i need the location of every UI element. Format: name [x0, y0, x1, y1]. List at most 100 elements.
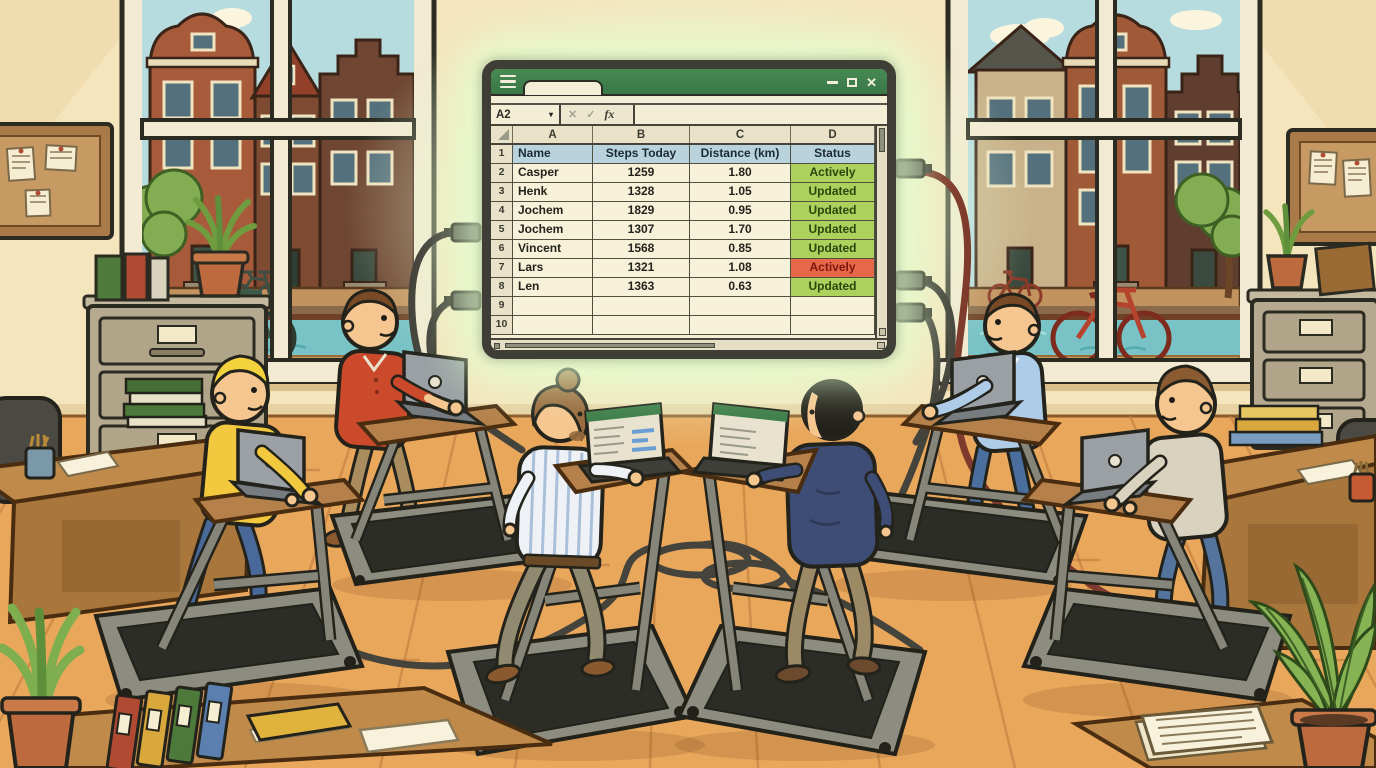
sheet-row-5: 5 Jochem 1307 1.70 Updated [491, 221, 875, 240]
cell-name-6[interactable]: Vincent [513, 240, 593, 259]
maximize-icon[interactable] [847, 78, 858, 87]
eye [381, 315, 387, 321]
cell-distance-5[interactable]: 1.70 [690, 221, 791, 240]
name-box[interactable]: A2 ▾ [491, 105, 561, 124]
cell-name-7[interactable]: Lars [513, 259, 593, 278]
sheet-row-9: 9 [491, 297, 875, 316]
paper-stack [358, 718, 460, 754]
cell-distance-2[interactable]: 1.80 [690, 164, 791, 183]
cell-status-2[interactable]: Actively [791, 164, 875, 183]
vertical-scroll-end[interactable] [879, 328, 886, 336]
sheet-row-8: 8 Len 1363 0.63 Updated [491, 278, 875, 297]
ear [213, 391, 227, 405]
cell-steps-3[interactable]: 1328 [593, 183, 690, 202]
tree [1174, 172, 1240, 299]
row-number-3[interactable]: 3 [491, 183, 513, 202]
bottom-right-desk [1069, 697, 1376, 768]
empty-cell-10-0[interactable] [513, 316, 593, 335]
sheet-row-4: 4 Jochem 1829 0.95 Updated [491, 202, 875, 221]
row-number-1[interactable]: 1 [491, 145, 513, 164]
column-header-a[interactable]: A [513, 126, 593, 143]
empty-cell-10-3[interactable] [791, 316, 875, 335]
cell-status-6[interactable]: Updated [791, 240, 875, 259]
header-cell-distance-km-[interactable]: Distance (km) [690, 145, 791, 164]
person [774, 379, 894, 684]
row-number-7[interactable]: 7 [491, 259, 513, 278]
cell-steps-4[interactable]: 1829 [593, 202, 690, 221]
tree [142, 168, 204, 299]
hand [1103, 495, 1121, 513]
empty-cell-10-1[interactable] [593, 316, 690, 335]
name-box-value: A2 [496, 108, 511, 121]
vertical-scrollbar[interactable] [875, 126, 887, 338]
close-icon[interactable]: ✕ [866, 75, 877, 90]
sheet-tab[interactable] [523, 80, 603, 95]
row-number-5[interactable]: 5 [491, 221, 513, 240]
hand [284, 492, 300, 508]
cell-name-5[interactable]: Jochem [513, 221, 593, 240]
sheet-row-6: 6 Vincent 1568 0.85 Updated [491, 240, 875, 259]
scroll-left-arrow[interactable] [494, 342, 500, 349]
cell-name-4[interactable]: Jochem [513, 202, 593, 221]
sheet-row-3: 3 Henk 1328 1.05 Updated [491, 183, 875, 202]
horizontal-scroll-thumb[interactable] [505, 342, 715, 348]
menu-icon[interactable] [500, 74, 516, 89]
enter-icon[interactable]: ✓ [586, 109, 596, 121]
cell-steps-8[interactable]: 1363 [593, 278, 690, 297]
name-box-dropdown-icon[interactable]: ▾ [548, 110, 553, 119]
ear [850, 408, 866, 424]
cell-status-7[interactable]: Actively [791, 259, 875, 278]
row-number-9[interactable]: 9 [491, 297, 513, 316]
hair-bun [555, 367, 581, 393]
cell-distance-6[interactable]: 0.85 [690, 240, 791, 259]
cell-steps-5[interactable]: 1307 [593, 221, 690, 240]
cell-distance-7[interactable]: 1.08 [690, 259, 791, 278]
cell-distance-3[interactable]: 1.05 [690, 183, 791, 202]
horizontal-scroll-end[interactable] [877, 342, 885, 349]
header-cell-status[interactable]: Status [791, 145, 875, 164]
fx-icon[interactable]: fx [604, 107, 615, 121]
row-number-8[interactable]: 8 [491, 278, 513, 297]
empty-cell-9-0[interactable] [513, 297, 593, 316]
horizontal-scrollbar[interactable] [491, 338, 887, 350]
cell-status-4[interactable]: Updated [791, 202, 875, 221]
cell-distance-4[interactable]: 0.95 [690, 202, 791, 221]
cell-steps-7[interactable]: 1321 [593, 259, 690, 278]
cell-name-8[interactable]: Len [513, 278, 593, 297]
cell-status-3[interactable]: Updated [791, 183, 875, 202]
cell-name-2[interactable]: Casper [513, 164, 593, 183]
column-header-c[interactable]: C [690, 126, 791, 143]
eye [577, 411, 583, 417]
cell-distance-8[interactable]: 0.63 [690, 278, 791, 297]
empty-cell-9-3[interactable] [791, 297, 875, 316]
vertical-scroll-thumb[interactable] [879, 128, 885, 152]
column-header-b[interactable]: B [593, 126, 690, 143]
row-number-10[interactable]: 10 [491, 316, 513, 335]
cell-status-8[interactable]: Updated [791, 278, 875, 297]
potted-plant [185, 195, 257, 298]
cell-steps-6[interactable]: 1568 [593, 240, 690, 259]
header-cell-steps-today[interactable]: Steps Today [593, 145, 690, 164]
header-cell-name[interactable]: Name [513, 145, 593, 164]
row-number-4[interactable]: 4 [491, 202, 513, 221]
row-number-6[interactable]: 6 [491, 240, 513, 259]
cell-steps-2[interactable]: 1259 [593, 164, 690, 183]
spreadsheet-monitor: ✕ A2 ▾ ✕ ✓ fx A B C D 1 Name Steps Today Di… [482, 60, 896, 359]
binders-on-cabinet [94, 252, 170, 302]
cancel-icon[interactable]: ✕ [568, 109, 578, 121]
sheet-row-1: 1 Name Steps Today Distance (km) Status [491, 145, 875, 164]
cell-name-3[interactable]: Henk [513, 183, 593, 202]
cable-plugs [444, 158, 932, 323]
minimize-icon[interactable] [827, 81, 839, 84]
row-number-2[interactable]: 2 [491, 164, 513, 183]
column-header-d[interactable]: D [791, 126, 875, 143]
empty-cell-9-1[interactable] [593, 297, 690, 316]
formula-input[interactable] [635, 105, 887, 124]
empty-cell-10-2[interactable] [690, 316, 791, 335]
eye [251, 387, 257, 393]
empty-cell-9-2[interactable] [690, 297, 791, 316]
treadmill-person-4 [679, 379, 925, 754]
cell-status-5[interactable]: Updated [791, 221, 875, 240]
select-all-corner[interactable] [491, 126, 513, 143]
eye [809, 409, 815, 415]
